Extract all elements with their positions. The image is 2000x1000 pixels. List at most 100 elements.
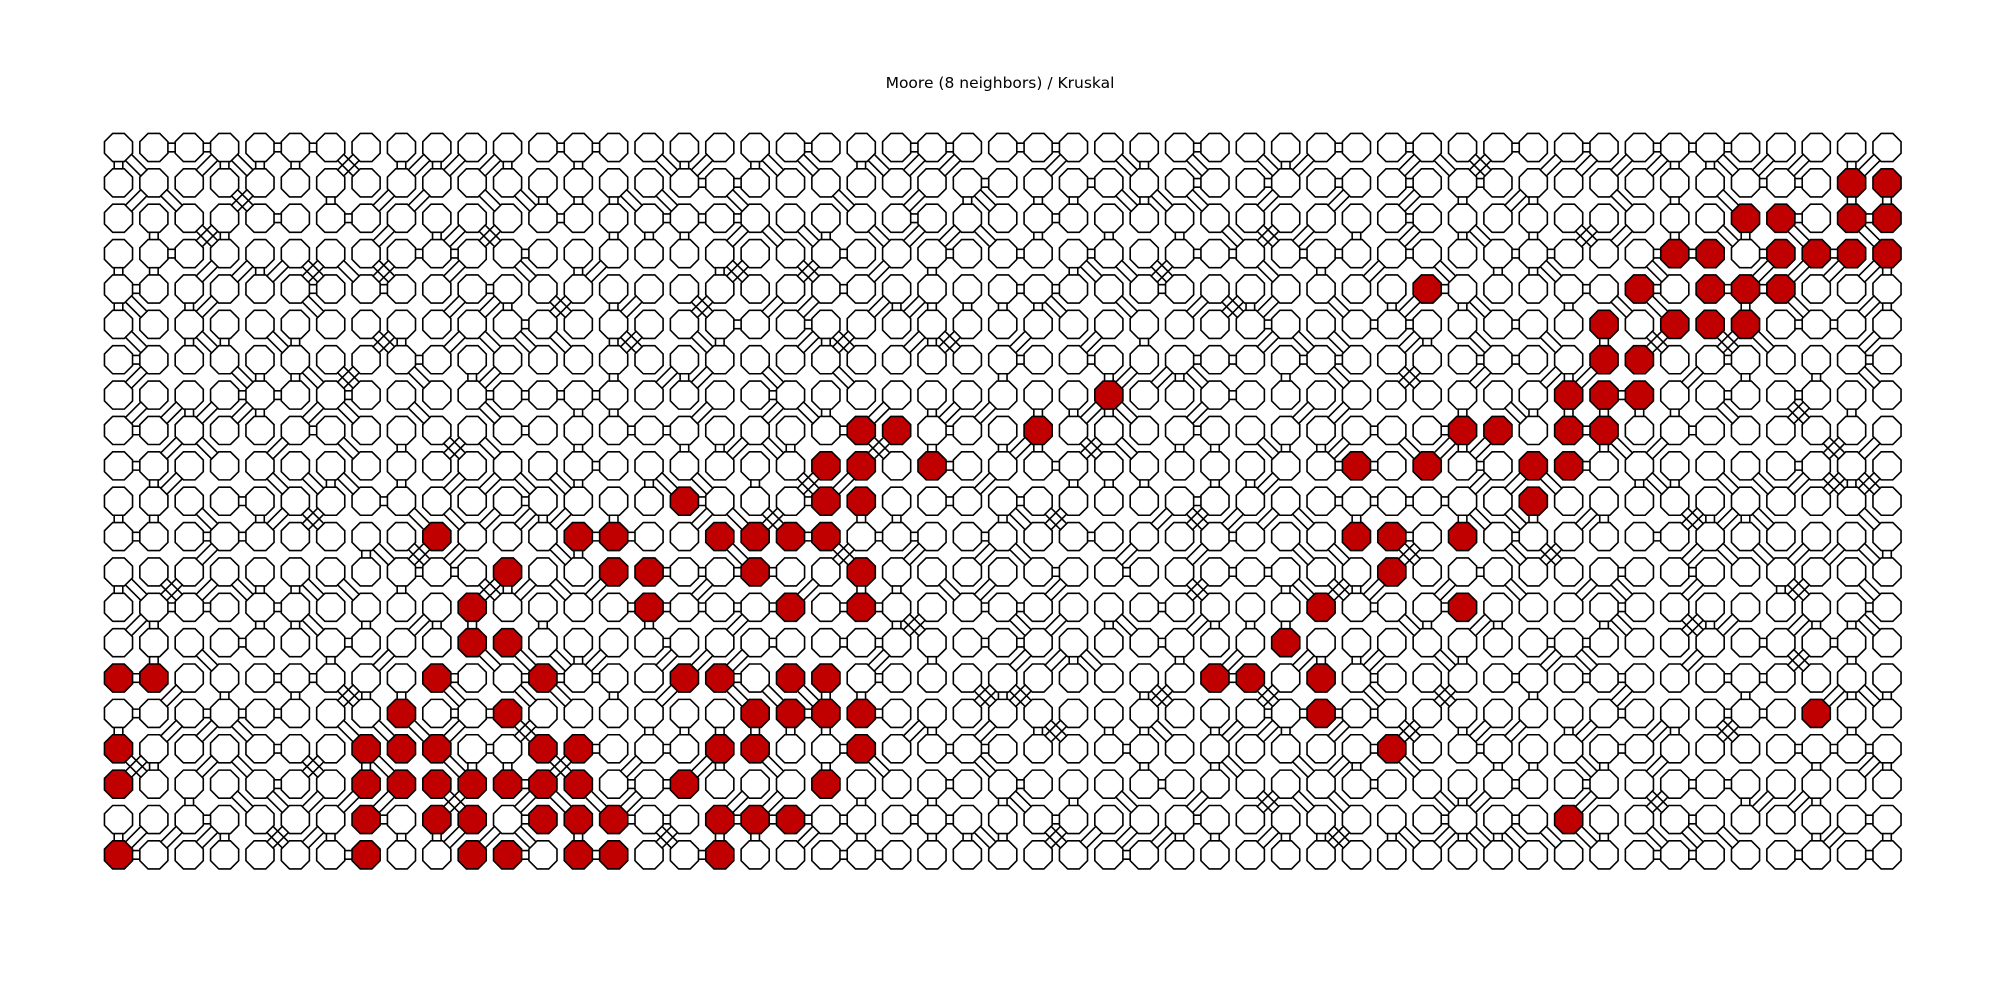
maze-cell bbox=[669, 733, 700, 764]
maze-cell-highlighted bbox=[1376, 521, 1407, 552]
maze-cell bbox=[1129, 274, 1160, 304]
maze-cell bbox=[174, 663, 205, 693]
maze-cell bbox=[917, 380, 947, 410]
maze-cell bbox=[1553, 309, 1584, 340]
maze-cell bbox=[1695, 627, 1725, 658]
maze-cell bbox=[1836, 698, 1867, 729]
maze-cell bbox=[280, 168, 311, 198]
maze-cell bbox=[1270, 733, 1301, 764]
maze-cell bbox=[351, 486, 381, 517]
maze-cell bbox=[1766, 804, 1796, 835]
maze-cell bbox=[174, 238, 205, 269]
maze-cell bbox=[209, 627, 240, 658]
maze-cell bbox=[1412, 698, 1443, 729]
maze-cell-highlighted bbox=[421, 521, 452, 552]
maze-cell bbox=[492, 733, 523, 764]
maze-cell bbox=[917, 698, 947, 729]
maze-cell bbox=[634, 627, 664, 658]
maze-cell bbox=[351, 521, 381, 552]
maze-cell bbox=[1235, 733, 1266, 764]
maze-cell-highlighted bbox=[1483, 415, 1513, 446]
maze-cell bbox=[1801, 733, 1832, 764]
maze-cell bbox=[1200, 238, 1230, 269]
maze-cell bbox=[1200, 380, 1230, 410]
maze-cell bbox=[1164, 450, 1195, 481]
maze-cell bbox=[1518, 203, 1549, 234]
maze-cell bbox=[457, 698, 488, 729]
maze-cell bbox=[1129, 698, 1160, 729]
maze-cell bbox=[1376, 203, 1407, 234]
maze-cell bbox=[952, 840, 983, 870]
maze-cell bbox=[492, 521, 523, 552]
maze-cell bbox=[103, 274, 134, 304]
maze-cell bbox=[492, 132, 523, 163]
maze-cell bbox=[952, 592, 983, 623]
maze-cell bbox=[1483, 274, 1513, 304]
maze-cell bbox=[1801, 309, 1832, 340]
maze-cell bbox=[846, 274, 877, 304]
maze-cell bbox=[669, 840, 700, 870]
maze-cell bbox=[1376, 238, 1407, 269]
maze-cell bbox=[846, 309, 877, 340]
maze-cell bbox=[245, 344, 275, 375]
maze-cell bbox=[1766, 168, 1796, 198]
maze-cell bbox=[209, 592, 240, 623]
maze-cell bbox=[634, 344, 664, 375]
maze-cell bbox=[917, 415, 947, 446]
maze-cell bbox=[1518, 380, 1549, 410]
maze-cell bbox=[209, 168, 240, 198]
maze-cell bbox=[1200, 486, 1230, 517]
maze-cell bbox=[987, 132, 1018, 163]
maze-cell-highlighted bbox=[528, 663, 558, 693]
maze-cell bbox=[492, 309, 523, 340]
maze-cell bbox=[245, 380, 275, 410]
maze-cell bbox=[386, 203, 417, 234]
maze-cell bbox=[245, 698, 275, 729]
maze-cell bbox=[1306, 168, 1336, 198]
maze-cell bbox=[1023, 486, 1053, 517]
maze-cell-highlighted bbox=[775, 592, 806, 623]
maze-cell bbox=[669, 203, 700, 234]
maze-cell bbox=[174, 733, 205, 764]
maze-cell bbox=[1518, 698, 1549, 729]
maze-cell bbox=[1483, 557, 1513, 587]
maze-cell bbox=[1129, 557, 1160, 587]
maze-cell bbox=[1483, 450, 1513, 481]
maze-cell bbox=[209, 663, 240, 693]
maze-cell bbox=[952, 415, 983, 446]
maze-cell bbox=[1270, 415, 1301, 446]
maze-cell bbox=[1766, 450, 1796, 481]
maze-cell-highlighted bbox=[634, 557, 664, 587]
maze-cell bbox=[669, 415, 700, 446]
maze-cell bbox=[209, 203, 240, 234]
maze-cell bbox=[315, 380, 346, 410]
maze-cell bbox=[1589, 592, 1619, 623]
maze-cell bbox=[917, 203, 947, 234]
maze-cell-highlighted bbox=[881, 415, 912, 446]
maze-cell-highlighted bbox=[351, 769, 381, 800]
maze-cell bbox=[1235, 203, 1266, 234]
maze-cell bbox=[386, 238, 417, 269]
maze-cell bbox=[209, 769, 240, 800]
maze-cell bbox=[1483, 733, 1513, 764]
maze-cell bbox=[315, 804, 346, 835]
maze-cell bbox=[245, 804, 275, 835]
maze-cell bbox=[1766, 840, 1796, 870]
maze-cell bbox=[528, 627, 558, 658]
maze-cell bbox=[492, 450, 523, 481]
maze-cell bbox=[1872, 486, 1902, 517]
maze-cell bbox=[1058, 238, 1089, 269]
maze-cell bbox=[351, 627, 381, 658]
maze-cell-highlighted bbox=[1589, 309, 1619, 340]
maze-cell bbox=[1094, 698, 1124, 729]
maze-cell bbox=[811, 840, 841, 870]
maze-cell bbox=[987, 203, 1018, 234]
maze-cell bbox=[209, 698, 240, 729]
maze-cell bbox=[315, 309, 346, 340]
maze-cell-highlighted bbox=[492, 840, 523, 870]
maze-cell bbox=[1553, 486, 1584, 517]
maze-cell bbox=[775, 769, 806, 800]
maze-cell bbox=[1730, 557, 1761, 587]
maze-cell bbox=[1058, 380, 1089, 410]
maze-cell bbox=[1730, 450, 1761, 481]
